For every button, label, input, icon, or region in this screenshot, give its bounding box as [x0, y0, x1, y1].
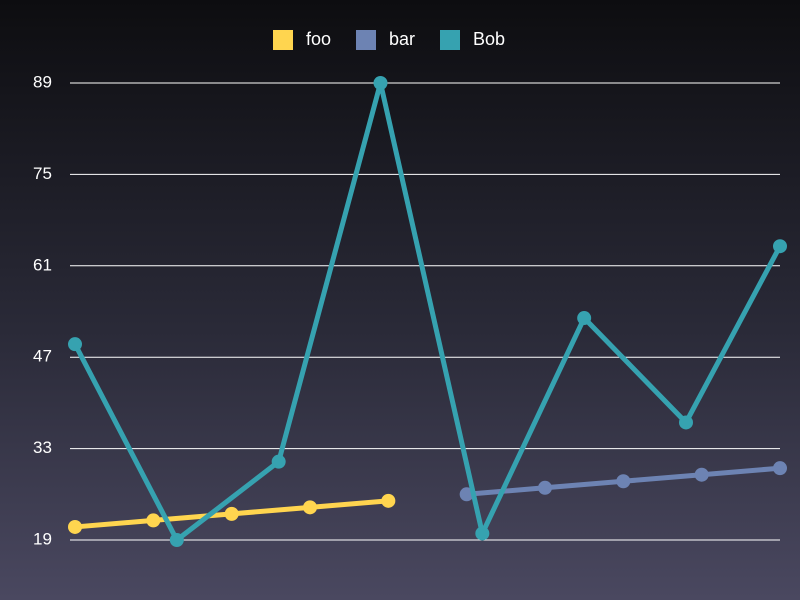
data-point — [224, 506, 239, 521]
series-line — [72, 80, 783, 543]
grid-lines — [70, 82, 780, 541]
data-point — [773, 461, 787, 476]
data-point — [169, 533, 184, 547]
y-tick-label: 19 — [33, 529, 52, 548]
legend-swatch — [356, 30, 376, 50]
y-axis: 19 33 47 61 75 89 — [33, 72, 52, 548]
data-point — [577, 311, 592, 326]
data-point — [68, 337, 82, 352]
data-point — [68, 519, 82, 534]
data-point — [271, 454, 286, 469]
data-point — [616, 474, 631, 489]
y-tick-label: 89 — [33, 72, 52, 91]
series-0 — [68, 493, 396, 534]
y-tick-label: 61 — [33, 255, 52, 274]
legend-item: Bob — [440, 29, 505, 50]
data-point — [694, 467, 709, 482]
series-layer — [68, 76, 787, 547]
legend-item: foo — [273, 29, 331, 50]
series-2 — [68, 76, 787, 547]
data-point — [538, 480, 552, 495]
y-tick-label: 47 — [33, 347, 52, 366]
legend-swatch — [273, 30, 293, 50]
legend-label: Bob — [473, 29, 505, 49]
data-point — [475, 526, 490, 541]
data-point — [679, 415, 693, 430]
y-tick-label: 33 — [33, 438, 52, 457]
data-point — [373, 76, 388, 90]
legend: foo bar Bob — [273, 29, 505, 50]
data-point — [381, 493, 396, 508]
legend-item: bar — [356, 29, 415, 50]
legend-label: foo — [306, 29, 331, 49]
data-point — [146, 513, 161, 528]
y-tick-label: 75 — [33, 164, 52, 183]
data-point — [303, 500, 317, 515]
legend-swatch — [440, 30, 460, 50]
data-point — [773, 239, 787, 254]
legend-label: bar — [389, 29, 415, 49]
series-1 — [459, 461, 787, 502]
